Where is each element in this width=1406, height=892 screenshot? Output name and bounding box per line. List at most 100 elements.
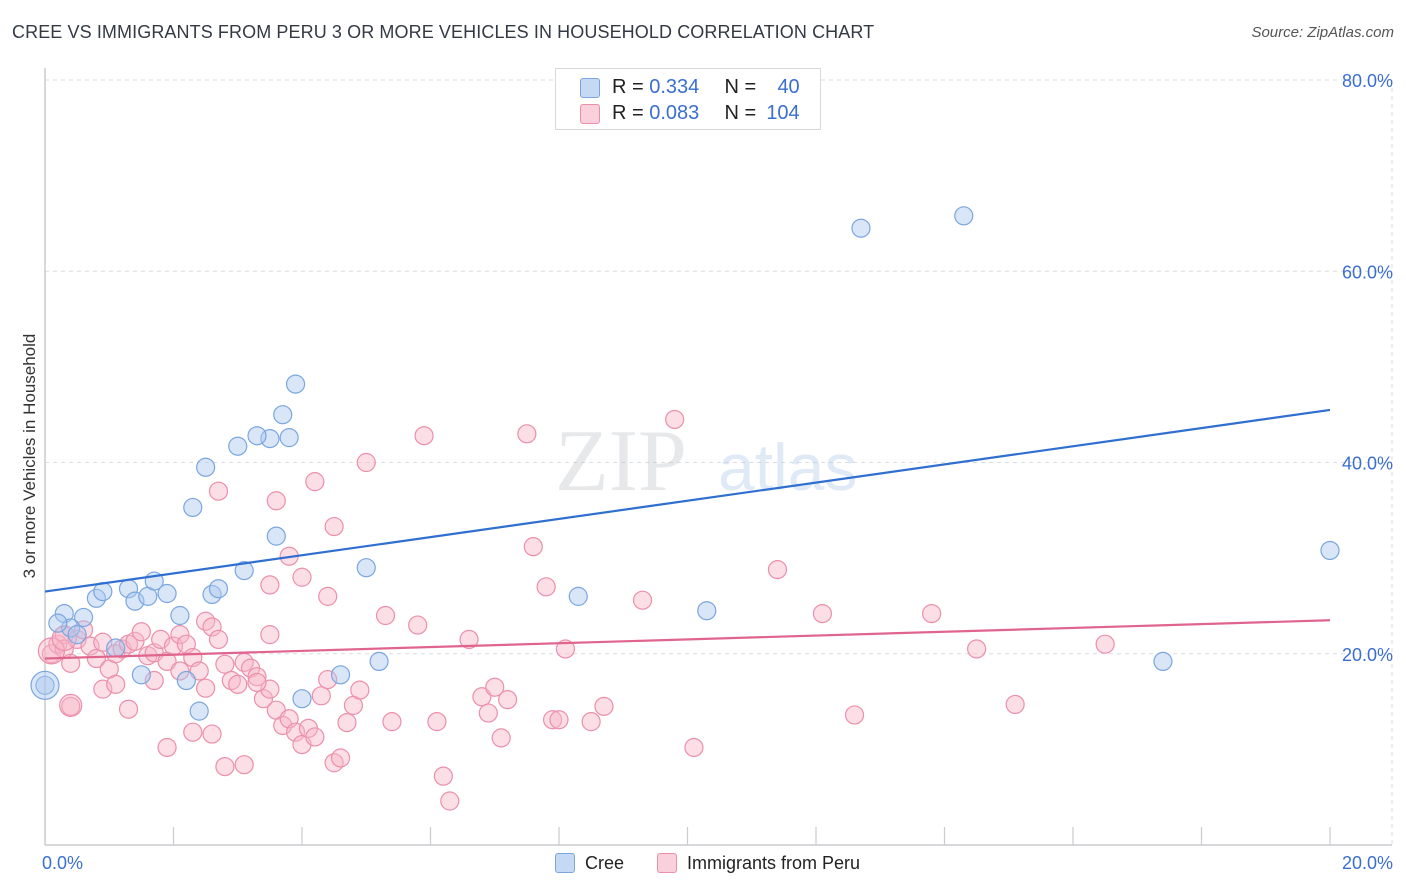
point-cree [189,701,209,721]
point-peru [549,710,569,730]
point-peru [337,712,357,733]
point-cree [131,665,151,685]
point-peru [472,687,492,707]
point-peru [106,674,126,694]
point-peru [555,639,576,659]
point-peru [208,481,229,501]
watermark-atlas: atlas [718,430,857,504]
point-cree [48,613,68,633]
point-peru [767,559,788,580]
point-cree [279,428,299,448]
legend-n-value: 40 [777,76,800,98]
point-cree [369,651,389,672]
point-cree [285,374,306,394]
point-peru [1095,634,1115,654]
point-peru [292,567,312,587]
point-cree [266,526,286,546]
tick-labels: 20.0% 40.0% 60.0% 80.0% 0.0% 20.0% [42,71,1393,873]
legend-n-label: N = [724,102,762,124]
point-peru [1005,694,1025,715]
point-cree [568,586,588,606]
point-peru [215,654,235,674]
point-peru [440,791,460,811]
series-immigrants-from-peru [37,409,1115,811]
point-peru [523,537,543,557]
point-peru [196,678,216,698]
point-peru [517,424,537,444]
legend-r-label: R = [612,102,650,124]
point-peru [86,648,107,669]
watermark: ZIP atlas [555,413,857,510]
point-peru [228,674,248,694]
point-peru [189,661,209,681]
point-cree [356,558,376,578]
legend-swatch-cree [580,78,600,98]
correlation-legend: R = 0.334 N = 40 R = 0.083 N = 104 [555,68,821,130]
point-peru [665,409,685,430]
point-cree [273,405,293,425]
point-peru [202,617,222,637]
point-peru [131,622,151,642]
point-peru [536,577,556,597]
point-peru [408,615,428,635]
point-cree [170,605,190,626]
point-peru [260,575,280,595]
point-peru [542,710,563,730]
legend-swatch-peru [657,853,677,873]
point-peru [632,590,653,610]
point-cree [73,607,94,628]
point-peru [80,636,100,656]
point-peru [350,680,370,700]
y-tick-label: 80.0% [1342,71,1393,91]
point-cree [196,457,216,477]
point-peru [318,669,338,690]
point-peru [305,727,325,747]
point-peru [234,755,254,775]
point-cree [176,670,196,691]
point-peru [478,703,498,723]
point-peru [922,603,942,624]
point-peru [125,631,145,651]
point-cree [125,591,145,611]
y-axis-label: 3 or more Vehicles in Household [20,333,39,579]
point-cree [1153,651,1173,672]
point-peru [247,672,267,693]
point-cree [292,689,312,709]
point-peru [260,625,280,645]
point-peru [305,472,325,492]
point-peru [375,605,396,626]
point-peru [61,696,81,716]
point-peru [844,705,865,725]
point-cree [234,560,254,581]
point-peru [594,696,614,716]
point-peru [202,724,222,744]
series-cree [30,206,1340,721]
trend-lines [44,408,1331,660]
point-cree [330,665,351,685]
point-peru [311,686,331,706]
legend-n-value: 104 [766,102,800,124]
point-peru [93,679,113,699]
point-peru [581,712,601,732]
legend-r-value: 0.334 [649,76,700,98]
point-peru [812,603,833,624]
point-peru [118,699,139,719]
legend-n-label: N = [724,76,762,98]
legend-swatch-cree [555,853,575,873]
point-peru [183,722,203,742]
point-cree [247,426,267,446]
point-peru [491,728,511,748]
point-peru [157,737,177,758]
legend-label-cree: Cree [585,853,625,873]
point-peru [170,661,190,681]
point-peru [330,748,351,768]
point-cree [157,583,177,604]
point-peru [253,689,274,709]
point-peru [247,667,267,687]
point-cree [106,638,126,658]
point-cree [228,436,248,456]
point-cree [30,670,60,700]
watermark-zip: ZIP [555,413,687,510]
point-peru [170,625,190,645]
x-tick-label: 20.0% [1342,853,1393,873]
